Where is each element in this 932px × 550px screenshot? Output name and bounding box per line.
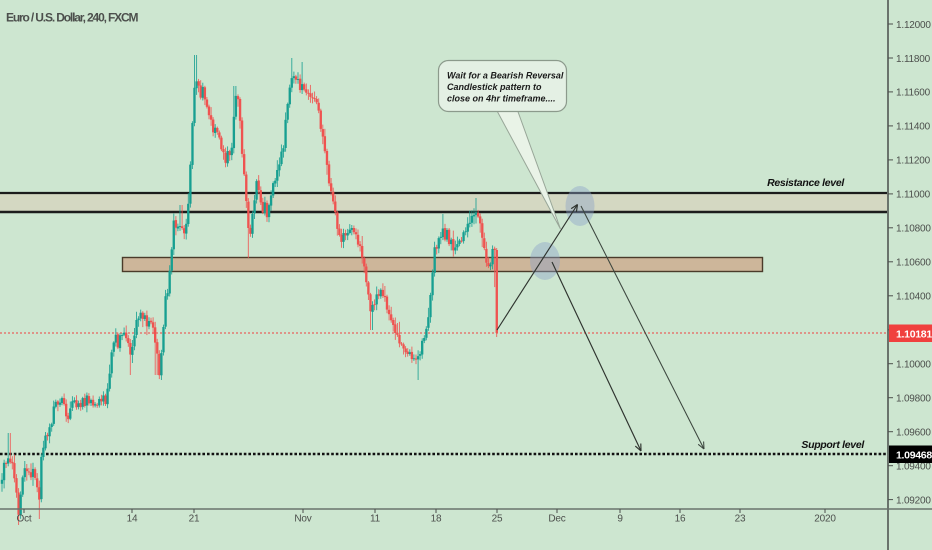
svg-text:1.11600: 1.11600 <box>896 88 931 99</box>
svg-text:2020: 2020 <box>814 514 836 525</box>
svg-text:14: 14 <box>127 514 138 525</box>
svg-text:1.11000: 1.11000 <box>896 190 931 201</box>
svg-text:Dec: Dec <box>548 514 565 525</box>
svg-text:9: 9 <box>617 514 623 525</box>
svg-text:25: 25 <box>492 514 503 525</box>
svg-text:1.10000: 1.10000 <box>896 360 931 371</box>
svg-text:1.10800: 1.10800 <box>896 224 931 235</box>
svg-text:16: 16 <box>675 514 686 525</box>
svg-text:1.09400: 1.09400 <box>896 462 931 473</box>
svg-text:Wait for a Bearish Reversal: Wait for a Bearish Reversal <box>447 71 564 81</box>
svg-text:18: 18 <box>431 514 442 525</box>
svg-text:close on 4hr timeframe....: close on 4hr timeframe.... <box>447 93 556 103</box>
svg-text:1.09600: 1.09600 <box>896 428 931 439</box>
svg-text:1.09200: 1.09200 <box>896 495 931 506</box>
svg-text:23: 23 <box>735 514 746 525</box>
svg-text:21: 21 <box>189 514 200 525</box>
svg-text:Resistance level: Resistance level <box>767 177 845 189</box>
svg-text:1.11800: 1.11800 <box>896 54 931 65</box>
svg-text:Support level: Support level <box>801 439 865 451</box>
svg-text:1.09800: 1.09800 <box>896 394 931 405</box>
svg-text:Oct: Oct <box>17 514 32 525</box>
svg-text:1.10400: 1.10400 <box>896 292 931 303</box>
svg-text:1.12000: 1.12000 <box>896 20 931 31</box>
svg-text:Euro / U.S. Dollar, 240, FXCM: Euro / U.S. Dollar, 240, FXCM <box>6 11 139 25</box>
svg-text:1.10600: 1.10600 <box>896 258 931 269</box>
svg-text:11: 11 <box>370 514 381 525</box>
svg-text:1.11400: 1.11400 <box>896 122 931 133</box>
svg-text:1.11200: 1.11200 <box>896 156 931 167</box>
svg-text:1.10181: 1.10181 <box>896 329 932 341</box>
svg-text:Candlestick pattern to: Candlestick pattern to <box>447 82 542 92</box>
svg-text:Nov: Nov <box>294 514 311 525</box>
svg-text:1.09468: 1.09468 <box>896 450 932 462</box>
